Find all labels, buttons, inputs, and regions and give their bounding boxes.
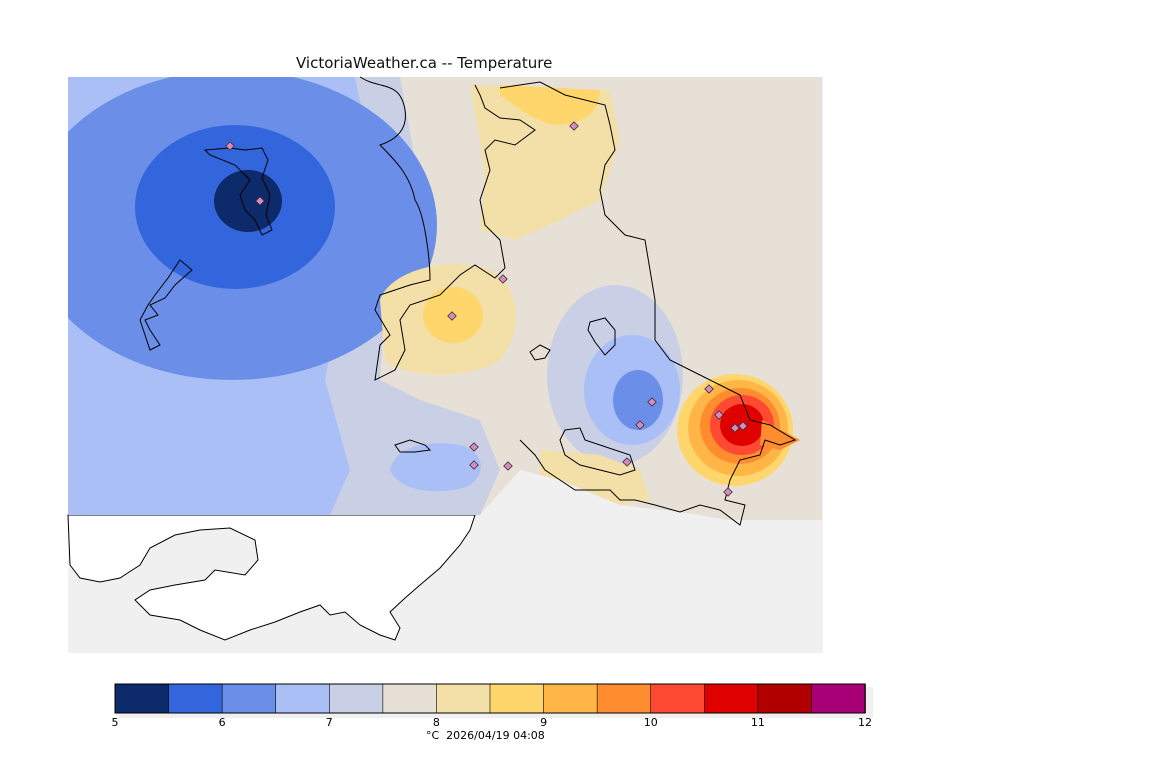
station-marker[interactable] [498, 274, 508, 284]
legend-swatch [489, 683, 545, 714]
island-landmass [67, 514, 476, 641]
legend-tick-label: 8 [432, 716, 440, 729]
station-marker[interactable] [738, 421, 748, 431]
station-marker[interactable] [447, 311, 457, 321]
station-marker[interactable] [622, 457, 632, 467]
legend-swatch [221, 683, 277, 714]
legend-swatches [114, 683, 866, 714]
station-marker[interactable] [714, 410, 724, 420]
legend-swatch [703, 683, 759, 714]
legend-tick-label: 12 [858, 716, 872, 729]
station-marker[interactable] [225, 141, 235, 151]
station-marker[interactable] [503, 461, 513, 471]
legend-swatch [757, 683, 813, 714]
station-marker[interactable] [730, 423, 740, 433]
station-marker[interactable] [635, 420, 645, 430]
legend-swatch [436, 683, 491, 714]
legend-swatch [596, 683, 652, 714]
legend-tick-label: 7 [325, 716, 333, 729]
station-marker[interactable] [255, 196, 265, 206]
legend-swatch [650, 683, 706, 714]
station-marker[interactable] [704, 384, 714, 394]
legend-swatch [114, 683, 170, 714]
legend-tick-label: 10 [643, 716, 658, 729]
legend-swatch [328, 683, 384, 714]
legend-swatch [382, 683, 438, 714]
station-marker[interactable] [723, 487, 733, 497]
legend-tick-label: 11 [750, 716, 765, 729]
station-marker[interactable] [469, 460, 479, 470]
legend-swatch [168, 683, 223, 714]
legend-tick-label: 5 [111, 716, 119, 729]
station-marker[interactable] [469, 442, 479, 452]
weather-stations [225, 121, 748, 497]
legend-tick-label: 9 [540, 716, 548, 729]
station-marker[interactable] [647, 397, 657, 407]
map-title: VictoriaWeather.ca -- Temperature [296, 54, 553, 72]
legend-swatch [811, 683, 866, 714]
legend-caption: °C 2026/04/19 04:08 [426, 729, 545, 742]
coastlines [139, 76, 797, 526]
station-marker[interactable] [569, 121, 579, 131]
legend-swatch [275, 683, 331, 714]
legend-tick-label: 6 [218, 716, 226, 729]
legend-swatch [543, 683, 598, 714]
